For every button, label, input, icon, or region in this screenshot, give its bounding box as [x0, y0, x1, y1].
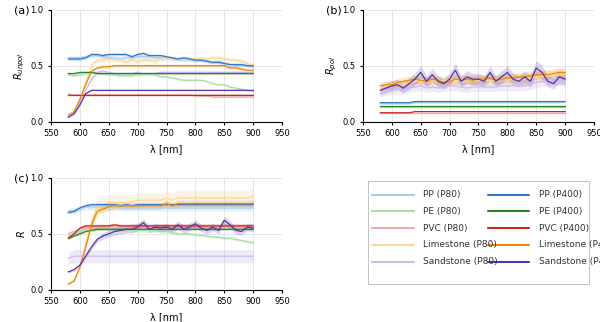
Y-axis label: $R_{pol}$: $R_{pol}$ — [325, 56, 340, 75]
Y-axis label: $R$: $R$ — [16, 230, 28, 238]
Text: PE (P400): PE (P400) — [539, 207, 582, 216]
X-axis label: λ [nm]: λ [nm] — [151, 312, 183, 322]
Text: PVC (P400): PVC (P400) — [539, 224, 589, 233]
Text: PE (P80): PE (P80) — [423, 207, 461, 216]
Text: Sandstone (P400): Sandstone (P400) — [539, 257, 600, 266]
Text: (c): (c) — [14, 173, 29, 183]
Text: (b): (b) — [326, 5, 342, 15]
Text: PVC (P80): PVC (P80) — [423, 224, 467, 233]
Text: Limestone (P80): Limestone (P80) — [423, 241, 497, 250]
X-axis label: λ [nm]: λ [nm] — [462, 144, 494, 154]
Text: Limestone (P400): Limestone (P400) — [539, 241, 600, 250]
X-axis label: λ [nm]: λ [nm] — [151, 144, 183, 154]
Text: (a): (a) — [14, 5, 29, 15]
Y-axis label: $R_{unpol}$: $R_{unpol}$ — [13, 52, 28, 80]
Text: PP (P400): PP (P400) — [539, 190, 581, 199]
FancyBboxPatch shape — [368, 181, 589, 284]
Text: Sandstone (P80): Sandstone (P80) — [423, 257, 497, 266]
Text: PP (P80): PP (P80) — [423, 190, 461, 199]
